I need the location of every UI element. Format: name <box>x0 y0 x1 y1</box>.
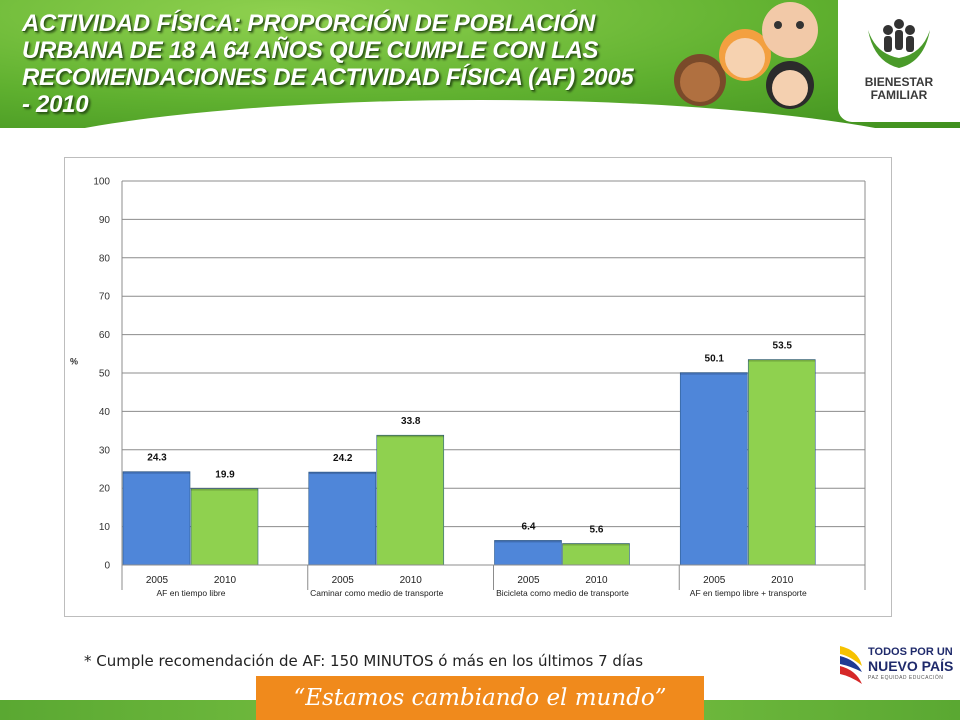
bar <box>494 540 562 566</box>
bar-top-shade <box>123 471 190 474</box>
y-tick-label: 0 <box>104 561 110 572</box>
category-label: Caminar como medio de transporte <box>310 588 444 598</box>
bar-top-shade <box>680 372 748 375</box>
bar-top-shade <box>191 488 258 491</box>
footnote: * Cumple recomendación de AF: 150 MINUTO… <box>84 652 644 670</box>
bar <box>190 488 259 566</box>
bar <box>562 543 630 566</box>
bar-chart: 0 10 20 30 40 50 60 70 80 90 100% 24.3 2005 19.9 2010 A… <box>70 177 866 598</box>
category-label: AF en tiempo libre <box>157 588 226 598</box>
family-hands-icon <box>868 19 930 68</box>
data-label: 6.4 <box>522 521 536 532</box>
x-tick-label: 2010 <box>771 575 794 586</box>
bar <box>747 359 816 566</box>
data-label: 50.1 <box>705 354 725 365</box>
category-label: AF en tiempo libre + transporte <box>690 588 807 598</box>
gov-logo: TODOS POR UN NUEVO PAÍS PAZ EQUIDAD EDUC… <box>836 640 960 700</box>
y-tick-label: 40 <box>99 407 111 418</box>
y-tick-label: 30 <box>99 445 111 456</box>
y-axis-label: % <box>70 356 78 366</box>
y-tick-label: 100 <box>93 177 110 188</box>
bar-top-shade <box>748 359 816 362</box>
bar-top-shade <box>494 540 562 543</box>
gov-line3: PAZ EQUIDAD EDUCACIÓN <box>868 675 944 681</box>
data-label: 33.8 <box>401 416 421 427</box>
y-tick-label: 50 <box>99 369 111 380</box>
bar-top-shade <box>562 543 630 546</box>
bar <box>122 471 191 566</box>
x-tick-label: 2010 <box>585 575 608 586</box>
bar-top-shade <box>376 435 444 438</box>
y-tick-label: 90 <box>99 215 111 226</box>
data-label: 24.3 <box>147 453 167 464</box>
bar <box>679 372 748 566</box>
x-tick-label: 2010 <box>400 575 423 586</box>
kids-illustration <box>674 2 818 109</box>
y-tick-label: 60 <box>99 330 111 341</box>
data-label: 53.5 <box>773 341 793 352</box>
data-label: 19.9 <box>215 470 235 481</box>
x-tick-label: 2010 <box>214 575 237 586</box>
flag-swoosh-icon <box>840 646 862 684</box>
logo-line1: BIENESTAR <box>864 75 934 89</box>
y-tick-label: 80 <box>99 253 111 264</box>
header-banner: ACTIVIDAD FÍSICA: PROPORCIÓN DE POBLACIÓ… <box>0 0 960 128</box>
bar-top-shade <box>308 472 376 475</box>
gov-line2: NUEVO PAÍS <box>868 658 954 674</box>
y-tick-label: 20 <box>99 484 111 495</box>
y-tick-label: 10 <box>99 522 111 533</box>
x-tick-label: 2005 <box>703 575 726 586</box>
logo-line2: FAMILIAR <box>870 88 928 102</box>
gov-line1: TODOS POR UN <box>868 646 953 658</box>
x-tick-label: 2005 <box>517 575 540 586</box>
bar <box>308 471 377 566</box>
chart-frame: 0 10 20 30 40 50 60 70 80 90 100% 24.3 2005 19.9 2010 A… <box>64 157 892 617</box>
bar <box>376 434 445 566</box>
slogan-banner: “Estamos cambiando el mundo” <box>256 676 704 720</box>
page-title: ACTIVIDAD FÍSICA: PROPORCIÓN DE POBLACIÓ… <box>22 10 634 118</box>
y-tick-label: 70 <box>99 292 111 303</box>
bienestar-logo: BIENESTAR FAMILIAR <box>838 0 960 122</box>
x-tick-label: 2005 <box>332 575 355 586</box>
x-tick-label: 2005 <box>146 575 169 586</box>
data-label: 5.6 <box>590 524 604 535</box>
category-label: Bicicleta como medio de transporte <box>496 588 629 598</box>
data-label: 24.2 <box>333 453 353 464</box>
